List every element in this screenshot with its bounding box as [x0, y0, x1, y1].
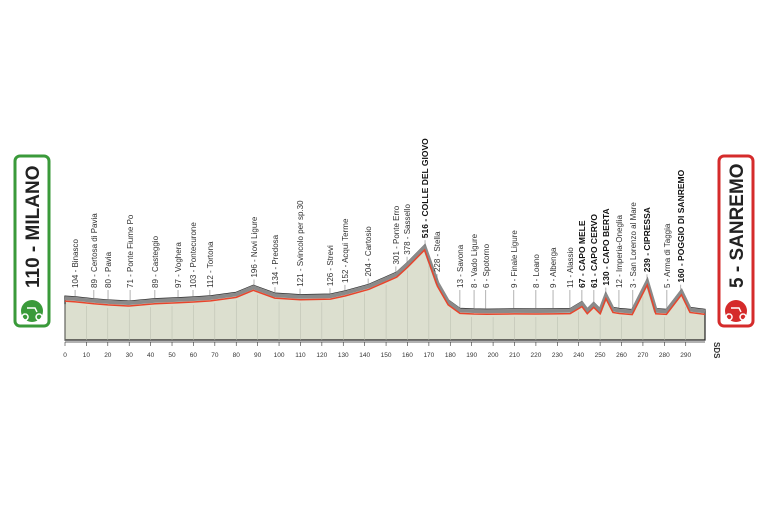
start-label: 110 - MILANO: [23, 166, 44, 288]
annotation: 13 - Savona: [456, 244, 465, 288]
x-tick-label: 150: [381, 352, 392, 359]
x-tick-label: 30: [126, 352, 134, 359]
annotation: 228 - Stella: [433, 231, 442, 272]
x-tick-label: 80: [233, 352, 241, 359]
road-line: [64, 248, 706, 316]
x-tick-label: 190: [466, 352, 477, 359]
annotation: 67 - CAPO MELE: [577, 220, 587, 288]
credit: SDS: [712, 342, 721, 359]
x-tick-label: 120: [316, 352, 327, 359]
x-tick-label: 210: [509, 352, 520, 359]
annotation: 8 - Loano: [532, 254, 541, 288]
annotation: 97 - Voghera: [174, 242, 183, 288]
x-tick-label: 170: [423, 352, 434, 359]
x-tick-label: 240: [573, 352, 584, 359]
finish-label: 5 - SANREMO: [727, 163, 748, 288]
start-frame: [13, 154, 51, 328]
x-tick-label: 160: [402, 352, 413, 359]
annotation: 204 - Cartosio: [364, 226, 373, 277]
annotation: 160 - POGGIO DI SANREMO: [676, 169, 686, 282]
annotation: 301 - Ponte Erro: [392, 205, 401, 264]
annotation: 121 - Svincolo per sp.30: [296, 200, 305, 287]
annotation: 8 - Vado Ligure: [470, 233, 479, 288]
annotation: 89 - Casteggio: [151, 235, 160, 288]
start-box: 110 - MILANO: [13, 154, 51, 328]
finish-icon: [725, 300, 747, 322]
annotation: 152 - Acqui Terme: [341, 218, 350, 283]
annotation: 6 - Spotorno: [482, 243, 491, 288]
x-tick-label: 260: [616, 352, 627, 359]
x-tick-label: 230: [552, 352, 563, 359]
x-tick-label: 180: [445, 352, 456, 359]
annotation: 12 - Imperia-Oneglia: [615, 215, 624, 288]
finish-box: 5 - SANREMO: [717, 154, 755, 328]
annotation: 89 - Certosa di Pavia: [90, 213, 99, 288]
x-tick-label: 220: [530, 352, 541, 359]
annotation: 11 - Alassio: [566, 247, 575, 288]
x-tick-label: 0: [63, 352, 67, 359]
terrain-top: [64, 243, 706, 315]
annotation: 126 - Strevi: [326, 245, 335, 286]
annotation: 104 - Binasco: [71, 239, 80, 288]
annotation: 112 - Tortona: [206, 241, 215, 288]
x-tick-label: 10: [83, 352, 91, 359]
x-tick-label: 20: [104, 352, 112, 359]
x-tick-label: 110: [295, 352, 306, 359]
annotation: 130 - CAPO BERTA: [601, 208, 611, 285]
finish-bike: [725, 307, 747, 321]
annotation: 71 - Ponte Fiume Po: [126, 214, 135, 288]
x-tick-label: 250: [595, 352, 606, 359]
annotation: 80 - Pavia: [104, 251, 113, 288]
annotation: 134 - Predosa: [271, 234, 280, 285]
finish-frame: [717, 154, 755, 328]
annotation: 516 - COLLE DEL GIOVO: [420, 138, 430, 238]
x-tick-label: 70: [211, 352, 219, 359]
x-tick-label: 130: [338, 352, 349, 359]
x-tick-label: 100: [274, 352, 285, 359]
x-tick-label: 200: [488, 352, 499, 359]
annotation: 103 - Pontecurone: [189, 222, 198, 288]
start-icon: [21, 300, 43, 322]
x-tick-label: 60: [190, 352, 198, 359]
x-tick-label: 90: [254, 352, 262, 359]
start-bike: [21, 307, 43, 321]
x-tick-label: 40: [147, 352, 155, 359]
annotation: 9 - Finale Ligure: [510, 230, 519, 288]
x-tick-label: 140: [359, 352, 370, 359]
x-tick-label: 290: [680, 352, 691, 359]
annotation: 61 - CAPO CERVO: [589, 214, 599, 288]
annotation: 378 - Sassello: [403, 204, 412, 255]
annotation: 5 - Arma di Taggia: [663, 223, 672, 288]
annotation: 239 - CIPRESSA: [642, 207, 652, 272]
x-tick-label: 270: [637, 352, 648, 359]
annotation: 3 - San Lorenzo al Mare: [629, 202, 638, 288]
x-tick-label: 50: [168, 352, 176, 359]
annotation: 9 - Albenga: [549, 247, 558, 288]
annotation: 196 - Novi Ligure: [250, 216, 259, 277]
x-tick-label: 280: [659, 352, 670, 359]
